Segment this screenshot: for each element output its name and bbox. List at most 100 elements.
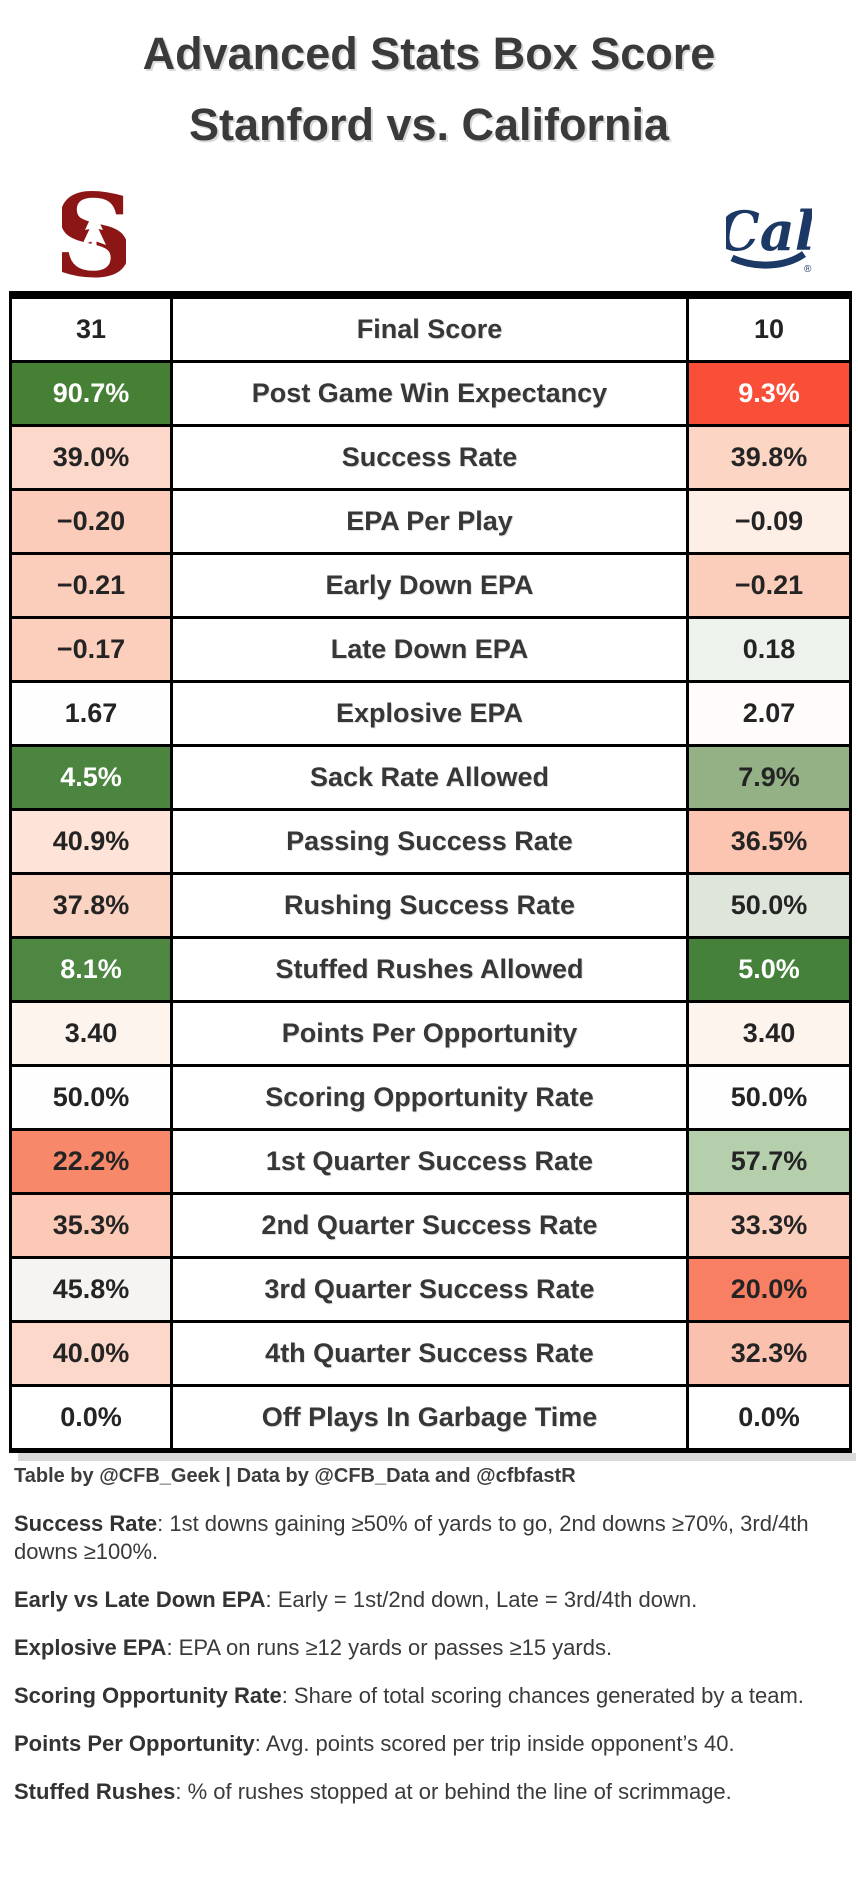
california-value-cell: 57.7% [686,1128,852,1195]
metric-label-cell: Explosive EPA [170,680,689,747]
california-value-cell: 0.0% [686,1384,852,1452]
stanford-value-cell: 37.8% [9,872,173,939]
california-value-cell: 9.3% [686,360,852,427]
table-row: 35.3% 2nd Quarter Success Rate 33.3% [9,1192,852,1259]
cal-logo: Cal ® [717,198,815,281]
metric-label-cell: Late Down EPA [170,616,689,683]
table-row: 1.67 Explosive EPA 2.07 [9,680,852,747]
california-value-cell: 7.9% [686,744,852,811]
metric-label-cell: Off Plays In Garbage Time [170,1384,689,1452]
stanford-value-cell: 40.9% [9,808,173,875]
footnote-separator: : [157,1511,170,1536]
california-value-cell: 32.3% [686,1320,852,1387]
california-value-cell: −0.09 [686,488,852,555]
advanced-stats-table: 31 Final Score 10 90.7% Post Game Win Ex… [9,291,852,1453]
footnote-label: Points Per Opportunity [14,1731,255,1756]
california-value-cell: 10 [686,293,852,363]
footnote: Scoring Opportunity Rate: Share of total… [14,1682,838,1710]
footnote-text: EPA on runs ≥12 yards or passes ≥15 yard… [178,1635,613,1660]
california-value-cell: 33.3% [686,1192,852,1259]
footnote-label: Early vs Late Down EPA [14,1587,266,1612]
california-value-cell: 50.0% [686,1064,852,1131]
table-row: 40.0% 4th Quarter Success Rate 32.3% [9,1320,852,1387]
footnote: Explosive EPA: EPA on runs ≥12 yards or … [14,1634,838,1662]
footnote: Success Rate: 1st downs gaining ≥50% of … [14,1510,838,1566]
page-title-line2: Stanford vs. California [188,99,670,150]
stanford-logo: S [52,168,136,304]
table-row: −0.21 Early Down EPA −0.21 [9,552,852,619]
stanford-value-cell: 22.2% [9,1128,173,1195]
cal-script-icon: Cal ® [717,199,815,275]
table-row: 39.0% Success Rate 39.8% [9,424,852,491]
california-value-cell: 50.0% [686,872,852,939]
table-row: 22.2% 1st Quarter Success Rate 57.7% [9,1128,852,1195]
footnote: Stuffed Rushes: % of rushes stopped at o… [14,1778,838,1806]
california-value-cell: 39.8% [686,424,852,491]
stanford-value-cell: 40.0% [9,1320,173,1387]
metric-label-cell: Final Score [170,293,689,363]
stanford-value-cell: 90.7% [9,360,173,427]
stanford-value-cell: −0.17 [9,616,173,683]
stanford-value-cell: 39.0% [9,424,173,491]
footnote-text: Early = 1st/2nd down, Late = 3rd/4th dow… [277,1587,698,1612]
credits-line: Table by @CFB_Geek | Data by @CFB_Data a… [14,1465,576,1487]
metric-label-cell: Early Down EPA [170,552,689,619]
metric-label-cell: Passing Success Rate [170,808,689,875]
stanford-s-tree-icon: S [52,168,136,304]
stats-table-wrap: 31 Final Score 10 90.7% Post Game Win Ex… [9,291,856,1461]
footnote: Early vs Late Down EPA: Early = 1st/2nd … [14,1586,838,1614]
stanford-value-cell: −0.20 [9,488,173,555]
footnote-separator: : [281,1683,294,1708]
table-row: 0.0% Off Plays In Garbage Time 0.0% [9,1384,852,1452]
stanford-value-cell: 35.3% [9,1192,173,1259]
california-value-cell: 5.0% [686,936,852,1003]
footnote-label: Stuffed Rushes [14,1779,176,1804]
metric-label-cell: Post Game Win Expectancy [170,360,689,427]
page-title-line1: Advanced Stats Box Score [142,28,716,79]
footnotes: Success Rate: 1st downs gaining ≥50% of … [14,1510,838,1806]
table-row: 31 Final Score 10 [9,293,852,363]
table-row: 3.40 Points Per Opportunity 3.40 [9,1000,852,1067]
metric-label-cell: 3rd Quarter Success Rate [170,1256,689,1323]
table-row: 37.8% Rushing Success Rate 50.0% [9,872,852,939]
metric-label-cell: EPA Per Play [170,488,689,555]
cal-script-text: Cal [726,199,812,263]
table-row: 45.8% 3rd Quarter Success Rate 20.0% [9,1256,852,1323]
metric-label-cell: Rushing Success Rate [170,872,689,939]
footnote-label: Scoring Opportunity Rate [14,1683,282,1708]
metric-label-cell: Stuffed Rushes Allowed [170,936,689,1003]
stanford-value-cell: 8.1% [9,936,173,1003]
footnote: Points Per Opportunity: Avg. points scor… [14,1730,838,1758]
stanford-value-cell: 50.0% [9,1064,173,1131]
metric-label-cell: Scoring Opportunity Rate [170,1064,689,1131]
footnote-label: Explosive EPA [14,1635,167,1660]
footnote-text: Share of total scoring chances generated… [293,1683,804,1708]
stanford-value-cell: 0.0% [9,1384,173,1452]
stanford-value-cell: 31 [9,293,173,363]
table-row: 4.5% Sack Rate Allowed 7.9% [9,744,852,811]
stanford-value-cell: 3.40 [9,1000,173,1067]
california-value-cell: −0.21 [686,552,852,619]
stanford-value-cell: 4.5% [9,744,173,811]
table-row: −0.20 EPA Per Play −0.09 [9,488,852,555]
footnote-separator: : [254,1731,266,1756]
table-row: 90.7% Post Game Win Expectancy 9.3% [9,360,852,427]
stanford-tree [82,202,106,264]
california-value-cell: 20.0% [686,1256,852,1323]
footnote-separator: : [175,1779,188,1804]
metric-label-cell: 1st Quarter Success Rate [170,1128,689,1195]
table-row: 50.0% Scoring Opportunity Rate 50.0% [9,1064,852,1131]
california-value-cell: 36.5% [686,808,852,875]
stanford-value-cell: 45.8% [9,1256,173,1323]
footnote-label: Success Rate [14,1511,158,1536]
stanford-value-cell: −0.21 [9,552,173,619]
footnote-text: % of rushes stopped at or behind the lin… [187,1779,732,1804]
california-value-cell: 2.07 [686,680,852,747]
table-row: 40.9% Passing Success Rate 36.5% [9,808,852,875]
metric-label-cell: Success Rate [170,424,689,491]
footnote-text: Avg. points scored per trip inside oppon… [265,1731,735,1756]
metric-label-cell: 2nd Quarter Success Rate [170,1192,689,1259]
table-drop-shadow [18,1453,856,1461]
page-title: Advanced Stats Box Score Stanford vs. Ca… [0,18,858,160]
